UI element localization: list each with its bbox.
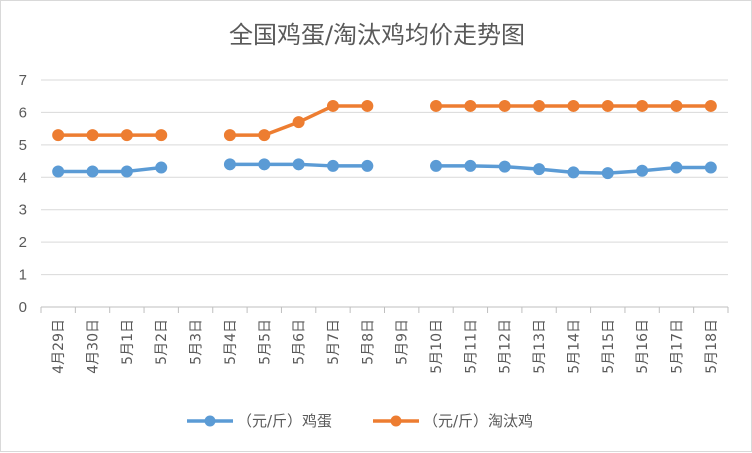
x-tick-label: 5月16日: [635, 319, 651, 374]
data-point: [52, 165, 65, 178]
legend-item: （元/斤）淘汰鸡: [373, 412, 533, 430]
data-point: [567, 166, 580, 179]
data-point: [361, 99, 374, 112]
y-tick-label: 2: [19, 234, 27, 251]
data-point: [258, 158, 271, 171]
y-tick-label: 0: [19, 299, 27, 316]
legend-item: （元/斤）鸡蛋: [187, 412, 332, 430]
gridlines: [41, 79, 728, 308]
data-point: [670, 99, 683, 112]
data-point: [636, 99, 649, 112]
data-point: [292, 116, 305, 129]
y-tick-label: 4: [19, 169, 27, 186]
data-point: [86, 165, 99, 178]
data-point: [430, 159, 443, 172]
data-point: [52, 129, 65, 142]
legend: （元/斤）鸡蛋 （元/斤）淘汰鸡: [187, 412, 533, 430]
series-1: [52, 158, 717, 180]
y-axis-ticks: 0 1 2 3 4 5 6 7: [19, 72, 27, 316]
data-point: [464, 99, 477, 112]
x-tick-label: 5月6日: [292, 319, 308, 365]
data-point: [498, 160, 511, 173]
x-tick-label: 5月8日: [360, 319, 376, 365]
legend-swatch-marker: [390, 415, 402, 427]
x-tick-label: 5月12日: [498, 319, 514, 374]
data-point: [430, 99, 443, 112]
x-tick-label: 5月15日: [601, 319, 617, 374]
data-point: [704, 161, 717, 174]
x-axis: 4月29日 4月30日 5月1日 5月2日 5月3日 5月4日 5月5日 5月6日 5月7日 5月…: [40, 307, 729, 374]
data-point: [636, 164, 649, 177]
data-point: [120, 129, 133, 142]
data-point: [326, 159, 339, 172]
data-point: [567, 99, 580, 112]
x-tick-label: 5月2日: [154, 319, 170, 365]
x-tick-label: 5月5日: [257, 319, 273, 365]
x-tick-label: 5月13日: [532, 319, 548, 374]
series-line: [58, 165, 162, 174]
data-point: [498, 99, 511, 112]
data-point: [361, 159, 374, 172]
data-point: [670, 161, 683, 174]
data-point: [120, 165, 133, 178]
y-tick-label: 5: [19, 137, 27, 154]
x-tick-label: 4月30日: [86, 319, 102, 374]
y-tick-label: 6: [19, 104, 27, 121]
x-tick-label: 5月17日: [669, 319, 685, 374]
series-lines: [52, 99, 717, 180]
y-tick-label: 7: [19, 72, 27, 89]
x-tick-label: 5月3日: [189, 319, 205, 365]
data-point: [223, 129, 236, 142]
data-point: [86, 129, 99, 142]
data-point: [292, 158, 305, 171]
series-2: [52, 99, 717, 142]
x-tick-label: 5月7日: [326, 319, 342, 365]
data-point: [155, 161, 168, 174]
data-point: [704, 99, 717, 112]
data-point: [464, 159, 477, 172]
legend-label: （元/斤）鸡蛋: [237, 412, 332, 430]
x-tick-label: 5月18日: [704, 319, 720, 374]
data-point: [601, 167, 614, 180]
x-tick-label: 5月14日: [566, 319, 582, 374]
legend-label: （元/斤）淘汰鸡: [423, 412, 533, 430]
data-point: [533, 99, 546, 112]
data-point: [155, 129, 168, 142]
x-tick-label: 5月4日: [223, 319, 239, 365]
x-tick-label: 5月10日: [429, 319, 445, 374]
data-point: [601, 99, 614, 112]
data-point: [326, 99, 339, 112]
legend-swatch-marker: [204, 415, 216, 427]
x-tick-label: 5月1日: [120, 319, 136, 365]
x-tick-label: 4月29日: [51, 319, 67, 374]
data-point: [223, 158, 236, 171]
chart-title: 全国鸡蛋/淘汰鸡均价走势图: [229, 21, 525, 49]
data-point: [258, 129, 271, 142]
y-tick-label: 1: [19, 267, 27, 284]
x-tick-label: 5月11日: [463, 319, 479, 374]
y-tick-label: 3: [19, 202, 27, 219]
x-tick-label: 5月9日: [395, 319, 411, 365]
data-point: [533, 163, 546, 176]
